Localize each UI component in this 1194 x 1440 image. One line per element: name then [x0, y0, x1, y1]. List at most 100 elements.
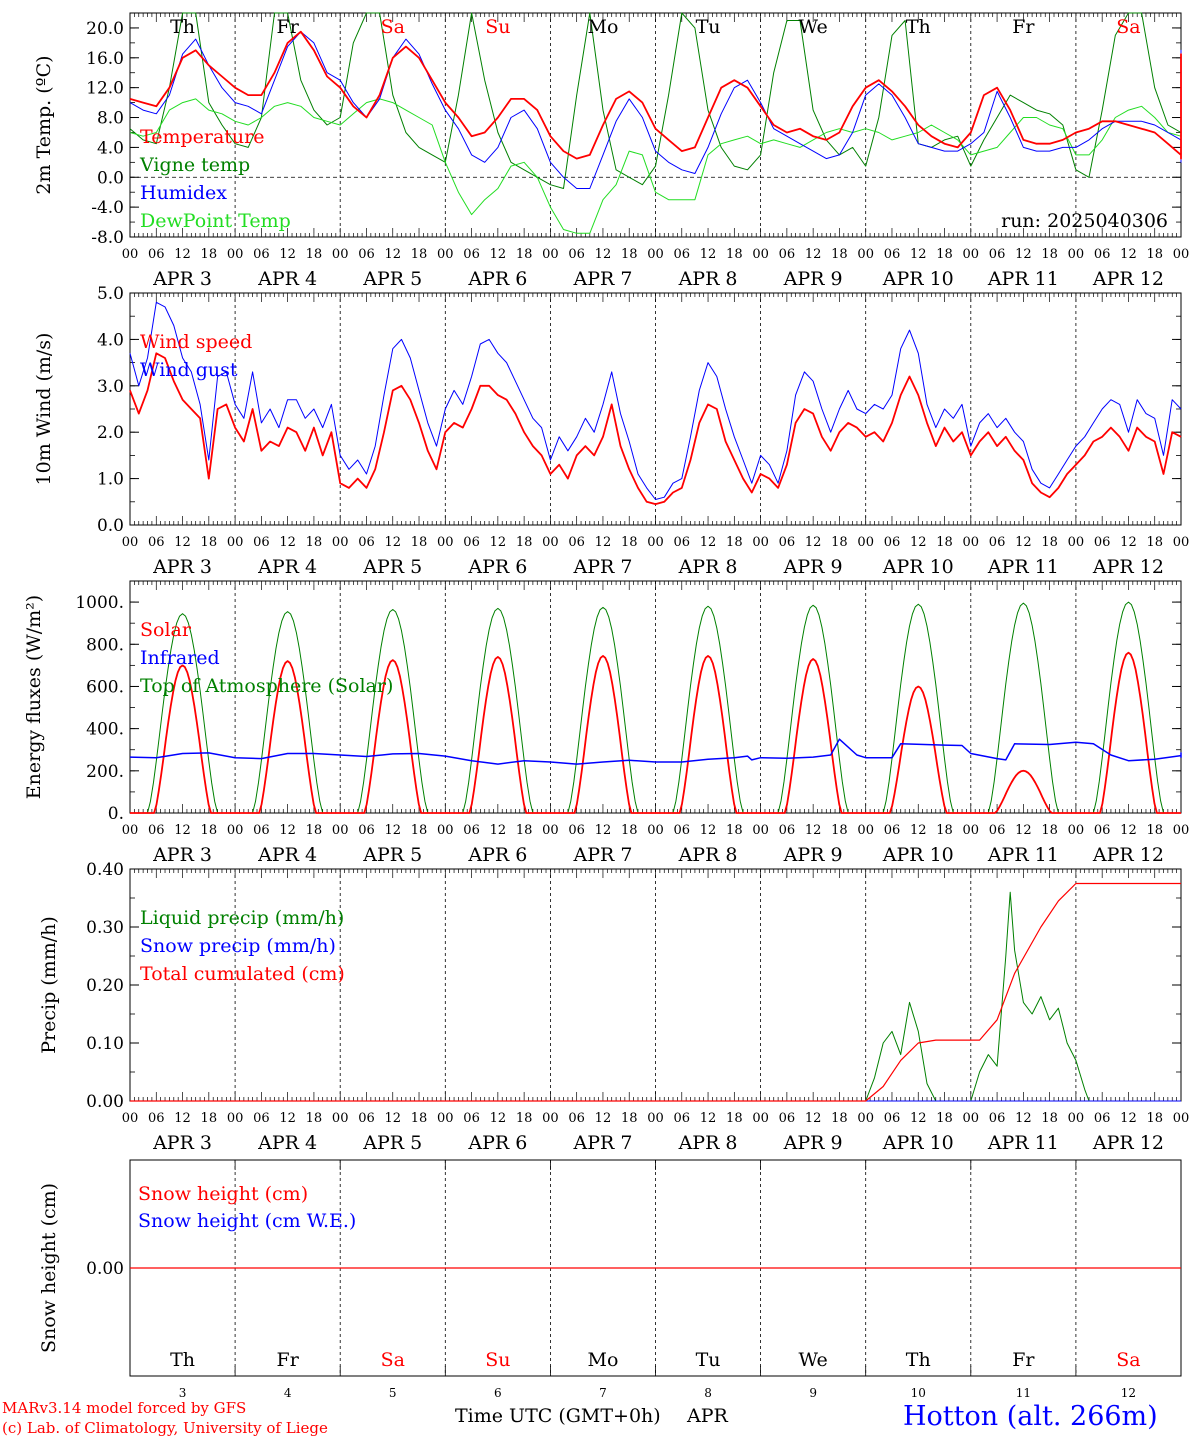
- y-tick-label: 20.0: [86, 19, 124, 39]
- legend-entry: DewPoint Temp: [140, 210, 291, 232]
- legend-entry: Vigne temp: [139, 154, 250, 176]
- hour-label: 12: [595, 1111, 612, 1126]
- y-tick-label: 5.0: [97, 284, 124, 304]
- date-label: APR 3: [152, 1132, 212, 1154]
- date-label: APR 12: [1092, 844, 1164, 866]
- hour-label: 18: [411, 247, 428, 262]
- hour-label: 12: [279, 247, 296, 262]
- hour-label: 06: [568, 823, 585, 838]
- hour-label: 12: [490, 823, 507, 838]
- weekday-label: Tu: [696, 16, 721, 38]
- hour-label: 18: [411, 535, 428, 550]
- hour-label: 06: [358, 1111, 375, 1126]
- hour-label: 18: [1146, 535, 1163, 550]
- hour-label: 12: [700, 1111, 717, 1126]
- hour-label: 18: [201, 247, 218, 262]
- day-number: 5: [389, 1386, 397, 1400]
- hour-label: 00: [227, 1111, 244, 1126]
- weekday-label: Tu: [696, 1349, 721, 1371]
- hour-label: 00: [122, 1111, 139, 1126]
- hour-label: 00: [227, 823, 244, 838]
- hour-label: 18: [726, 247, 743, 262]
- hour-label: 00: [1173, 247, 1190, 262]
- date-label: APR 10: [882, 556, 954, 578]
- hour-label: 12: [174, 247, 191, 262]
- hour-label: 18: [1146, 823, 1163, 838]
- date-label: APR 10: [882, 1132, 954, 1154]
- y-tick-label: 12.0: [86, 79, 124, 99]
- date-label: APR 10: [882, 268, 954, 290]
- day-number: 9: [809, 1386, 817, 1400]
- y-tick-label: 0.00: [86, 1092, 124, 1112]
- y-tick-label: 400.: [86, 720, 124, 740]
- hour-label: 12: [384, 1111, 401, 1126]
- hour-label: 00: [1173, 823, 1190, 838]
- weekday-label: Sa: [1116, 16, 1140, 38]
- date-label: APR 12: [1092, 1132, 1164, 1154]
- weekday-label: Th: [170, 16, 195, 38]
- hour-label: 06: [674, 823, 691, 838]
- hour-label: 00: [437, 823, 454, 838]
- hour-label: 12: [174, 535, 191, 550]
- hour-label: 00: [122, 535, 139, 550]
- hour-label: 06: [884, 823, 901, 838]
- hour-label: 18: [516, 823, 533, 838]
- hour-label: 06: [989, 1111, 1006, 1126]
- y-tick-label: 16.0: [86, 49, 124, 69]
- run-label: run: 2025040306: [1001, 210, 1168, 232]
- date-label: APR 5: [362, 1132, 422, 1154]
- hour-label: 06: [463, 247, 480, 262]
- date-label: APR 5: [362, 556, 422, 578]
- hour-label: 06: [358, 535, 375, 550]
- hour-label: 06: [1094, 247, 1111, 262]
- hour-label: 00: [752, 535, 769, 550]
- y-axis-label: 10m Wind (m/s): [33, 333, 55, 486]
- y-tick-label: 0.00: [86, 1259, 124, 1279]
- legend-entry: Infrared: [140, 647, 220, 669]
- hour-label: 06: [253, 823, 270, 838]
- day-number: 4: [284, 1386, 292, 1400]
- hour-label: 00: [542, 823, 559, 838]
- hour-label: 12: [174, 1111, 191, 1126]
- y-tick-label: 0.20: [86, 976, 124, 996]
- date-label: APR 5: [362, 844, 422, 866]
- hour-label: 18: [936, 535, 953, 550]
- hour-label: 12: [910, 1111, 927, 1126]
- hour-label: 06: [989, 247, 1006, 262]
- hour-label: 12: [595, 247, 612, 262]
- hour-label: 18: [516, 1111, 533, 1126]
- date-label: APR 8: [678, 844, 738, 866]
- hour-label: 00: [542, 1111, 559, 1126]
- hour-label: 12: [700, 535, 717, 550]
- y-tick-label: 1000.: [75, 593, 124, 613]
- hour-label: 06: [674, 247, 691, 262]
- hour-label: 18: [621, 1111, 638, 1126]
- hour-label: 12: [595, 823, 612, 838]
- date-label: APR 7: [572, 268, 632, 290]
- hour-label: 00: [332, 823, 349, 838]
- hour-label: 12: [805, 823, 822, 838]
- y-tick-label: 0.0: [97, 168, 124, 188]
- hour-label: 00: [1068, 1111, 1085, 1126]
- hour-label: 12: [490, 247, 507, 262]
- model-credit: MARv3.14 model forced by GFS: [2, 1399, 247, 1417]
- hour-label: 00: [752, 1111, 769, 1126]
- hour-label: 12: [700, 823, 717, 838]
- y-tick-label: 0.0: [97, 516, 124, 536]
- series-line-temperature: [129, 30, 1182, 160]
- date-label: APR 9: [783, 268, 843, 290]
- date-label: APR 9: [783, 556, 843, 578]
- legend-entry: Snow height (cm): [138, 1183, 308, 1205]
- hour-label: 06: [1094, 1111, 1111, 1126]
- hour-label: 18: [621, 535, 638, 550]
- hour-label: 12: [595, 535, 612, 550]
- hour-label: 00: [122, 823, 139, 838]
- hour-label: 00: [963, 1111, 980, 1126]
- hour-label: 18: [831, 823, 848, 838]
- hour-label: 18: [726, 1111, 743, 1126]
- series-line-temperature: [129, 98, 1182, 234]
- hour-label: 18: [726, 535, 743, 550]
- hour-label: 00: [647, 535, 664, 550]
- hour-label: 12: [1120, 535, 1137, 550]
- weekday-label: We: [799, 1349, 828, 1371]
